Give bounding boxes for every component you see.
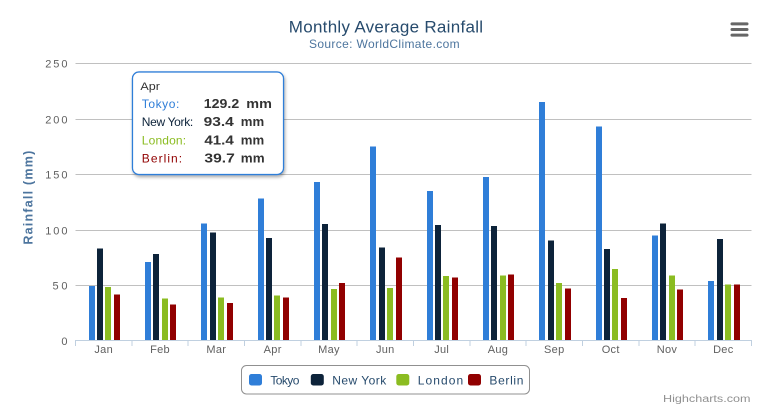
- svg-text:Sep: Sep: [544, 344, 564, 356]
- svg-text:Jul: Jul: [434, 344, 449, 356]
- svg-text:Feb: Feb: [150, 344, 170, 356]
- svg-text:Jan: Jan: [94, 344, 113, 356]
- svg-text:250: 250: [45, 58, 67, 70]
- svg-text:May: May: [318, 344, 340, 356]
- svg-text:0: 0: [61, 336, 67, 348]
- svg-text:London: London: [418, 373, 464, 387]
- svg-text:mm: mm: [241, 133, 264, 147]
- svg-text:Tokyo:: Tokyo:: [142, 97, 180, 111]
- svg-text:200: 200: [45, 114, 67, 126]
- svg-text:London:: London:: [142, 133, 186, 147]
- svg-text:41.4: 41.4: [204, 133, 233, 147]
- svg-text:New York:: New York:: [142, 115, 193, 129]
- svg-text:mm: mm: [246, 97, 272, 111]
- svg-text:Apr: Apr: [264, 344, 282, 356]
- svg-text:Rainfall (mm): Rainfall (mm): [21, 151, 35, 245]
- svg-text:Source: WorldClimate.com: Source: WorldClimate.com: [309, 37, 460, 51]
- svg-text:Berlin:: Berlin:: [142, 151, 182, 165]
- svg-text:mm: mm: [241, 115, 264, 129]
- svg-text:Berlin: Berlin: [489, 373, 523, 387]
- svg-text:100: 100: [45, 225, 67, 237]
- svg-text:mm: mm: [241, 151, 265, 165]
- svg-text:Highcharts.com: Highcharts.com: [663, 394, 751, 405]
- svg-text:Monthly Average Rainfall: Monthly Average Rainfall: [289, 18, 483, 37]
- svg-text:Jun: Jun: [376, 344, 395, 356]
- svg-text:Apr: Apr: [140, 81, 160, 93]
- svg-text:129.2: 129.2: [204, 97, 239, 111]
- svg-text:Mar: Mar: [206, 344, 226, 356]
- svg-text:150: 150: [45, 169, 67, 181]
- svg-text:Nov: Nov: [657, 344, 678, 356]
- svg-text:Oct: Oct: [602, 344, 620, 356]
- svg-text:Aug: Aug: [488, 344, 508, 356]
- svg-text:39.7: 39.7: [204, 151, 234, 165]
- svg-text:New York: New York: [332, 373, 387, 387]
- svg-text:Tokyo: Tokyo: [270, 373, 299, 387]
- svg-text:Dec: Dec: [713, 344, 734, 356]
- svg-text:93.4: 93.4: [204, 115, 234, 129]
